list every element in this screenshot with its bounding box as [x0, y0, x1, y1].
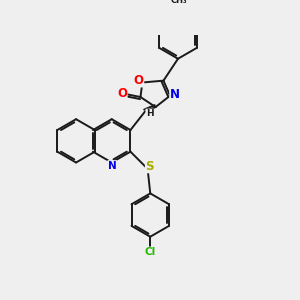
- Text: N: N: [108, 161, 117, 171]
- Text: Cl: Cl: [145, 247, 156, 257]
- Text: O: O: [134, 74, 144, 87]
- Text: H: H: [146, 109, 154, 118]
- Text: N: N: [170, 88, 180, 101]
- Text: S: S: [146, 160, 154, 173]
- Text: CH₃: CH₃: [170, 0, 187, 5]
- Text: O: O: [117, 87, 127, 100]
